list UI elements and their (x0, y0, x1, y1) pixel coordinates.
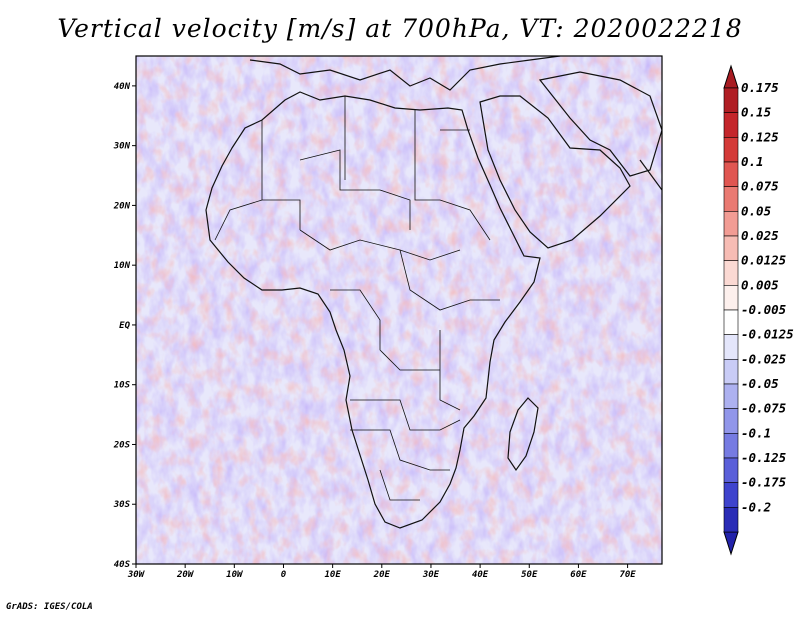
longitude-axis: 30W 20W 10W 0 10E 20E 30E 40E 50E 60E 70E (127, 564, 636, 580)
colorbar-swatch (723, 112, 739, 138)
lat-tick-label: 30N (113, 142, 131, 152)
colorbar-label: -0.125 (741, 450, 787, 465)
lon-tick-label: 20W (176, 570, 195, 580)
lon-tick-label: 10E (325, 570, 342, 580)
colorbar-label: 0.025 (741, 228, 779, 243)
velocity-field (136, 56, 662, 564)
colorbar-swatch (723, 507, 739, 533)
colorbar-swatch (723, 161, 739, 187)
lon-tick-label: 10W (226, 570, 244, 580)
arabia-outline (479, 95, 631, 249)
lon-tick-label: 20E (373, 570, 391, 580)
lon-tick-label: 70E (619, 570, 636, 580)
lat-tick-label: 30S (113, 500, 131, 510)
colorbar-swatch (723, 211, 739, 237)
colorbar-swatch (723, 235, 739, 261)
colorbar-label: -0.2 (741, 499, 771, 514)
colorbar-swatch (723, 137, 739, 163)
colorbar-label: -0.175 (741, 475, 787, 490)
lat-tick-label: 10N (114, 261, 131, 271)
colorbar-label: 0.125 (741, 129, 779, 144)
colorbar-label: 0.0125 (741, 253, 787, 268)
colorbar-label: -0.1 (741, 425, 771, 440)
europe-outline (249, 56, 561, 91)
india-outline (639, 159, 662, 191)
lat-tick-label: 40N (114, 82, 131, 92)
colorbar-swatch (723, 408, 739, 434)
colorbar-label: 0.05 (741, 203, 772, 218)
colorbar-label: 0.15 (741, 105, 772, 120)
colorbar-swatch (723, 433, 739, 459)
colorbar-label: -0.005 (741, 302, 787, 317)
colorbar-label: -0.05 (741, 376, 779, 391)
colorbar-swatch (723, 260, 739, 286)
lat-tick-label: 20N (113, 201, 131, 211)
colorbar-swatch (723, 334, 739, 360)
colorbar-swatch (723, 186, 739, 212)
lon-tick-label: 30E (422, 570, 440, 580)
iran-outline (538, 71, 662, 177)
colorbar-max-triangle (723, 64, 739, 89)
lon-tick-label: 50E (521, 570, 538, 580)
colorbar-label: 0.175 (741, 80, 779, 95)
africa-coastline (205, 91, 541, 529)
madagascar-outline (507, 397, 539, 472)
chart-title: Vertical velocity [m/s] at 700hPa, VT: 2… (57, 14, 743, 43)
lat-tick-label: 40S (114, 560, 131, 570)
country-borders (214, 96, 500, 501)
colorbar-swatch (723, 87, 739, 113)
colorbar-min-triangle (723, 531, 739, 556)
coastlines (205, 56, 662, 529)
colorbar-swatch (723, 482, 739, 508)
colorbar-swatch (723, 359, 739, 385)
colorbar-swatch (723, 285, 739, 311)
lon-tick-label: 0 (281, 570, 287, 580)
colorbar: 0.175 0.15 0.125 0.1 0.075 0.05 0.025 0.0125 0.0… (723, 64, 794, 556)
colorbar-label: -0.025 (741, 351, 787, 366)
colorbar-label: -0.075 (741, 401, 787, 416)
colorbar-label: 0.1 (741, 154, 764, 169)
latitude-axis: 40N 30N 20N 10N EQ 10S 20S 30S 40S (113, 82, 136, 570)
lat-tick-label: EQ (119, 321, 130, 331)
colorbar-label: 0.075 (741, 179, 779, 194)
plot-frame (135, 55, 663, 565)
colorbar-swatch (723, 383, 739, 409)
lat-tick-label: 10S (114, 381, 131, 391)
lat-tick-label: 20S (113, 440, 131, 450)
lon-tick-label: 30W (127, 570, 146, 580)
colorbar-label: -0.0125 (741, 327, 794, 342)
colorbar-swatch (723, 457, 739, 483)
colorbar-swatch (723, 309, 739, 335)
lon-tick-label: 40E (472, 570, 489, 580)
lon-tick-label: 60E (570, 570, 587, 580)
grads-credit: GrADS: IGES/COLA (6, 602, 93, 612)
colorbar-label: 0.005 (741, 277, 779, 292)
